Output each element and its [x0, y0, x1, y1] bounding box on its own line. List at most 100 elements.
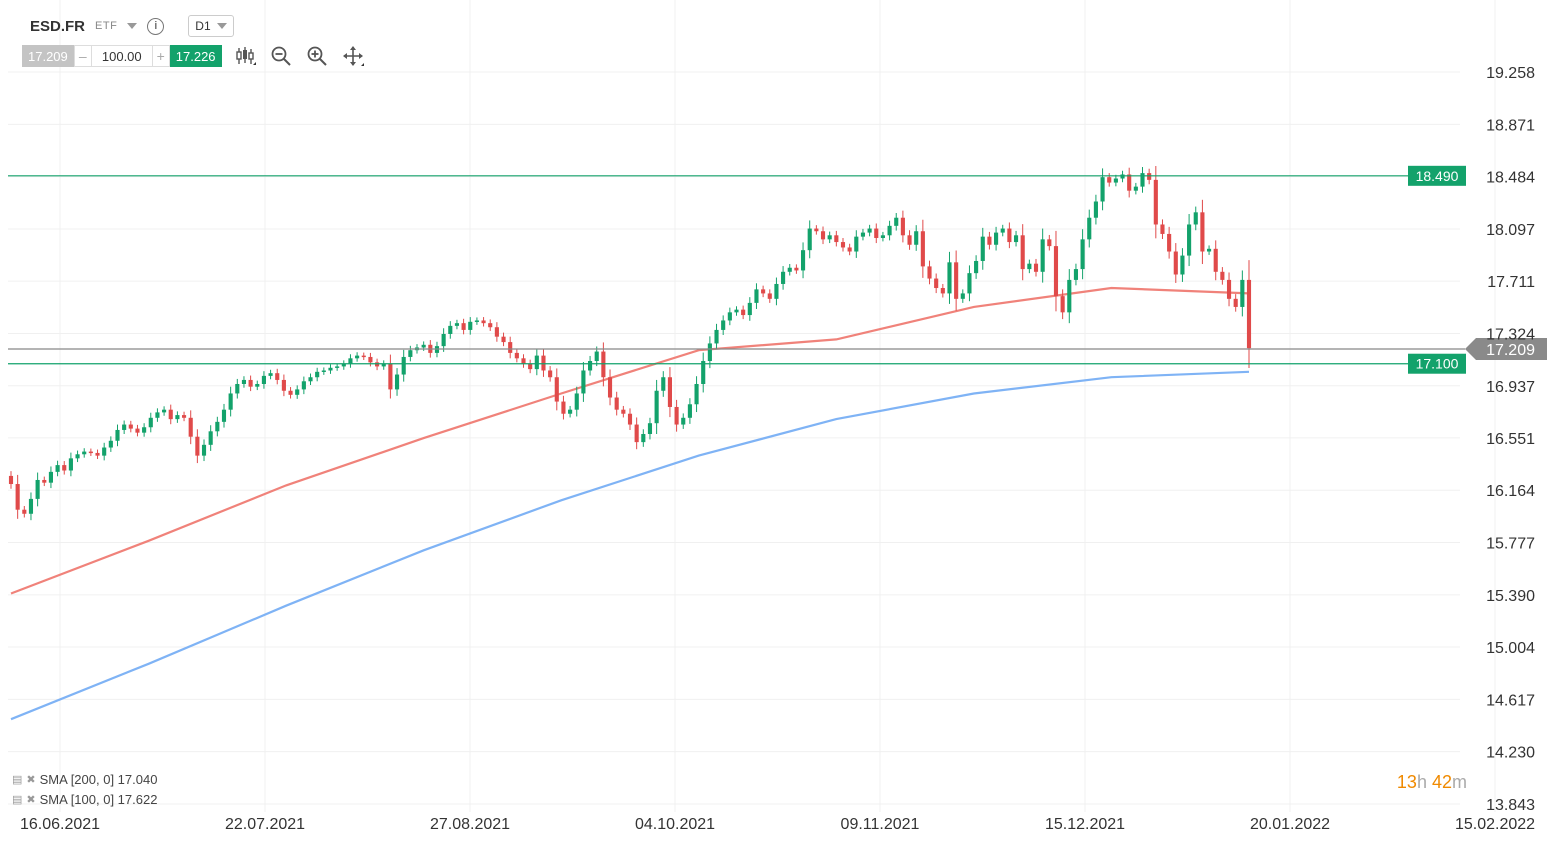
candle [275, 368, 280, 385]
buy-price-button[interactable]: 17.226 [169, 45, 222, 67]
candle [35, 472, 40, 507]
candle [468, 317, 473, 335]
candle-countdown: 13h 42m [1397, 772, 1467, 793]
candle [1133, 182, 1138, 195]
candle [1007, 222, 1012, 249]
candle [228, 386, 233, 417]
horizontal-levels[interactable]: 18.490 17.100 17.209 [8, 165, 1547, 374]
candle [188, 410, 193, 445]
candle [295, 385, 300, 399]
candle [248, 375, 253, 392]
candle [208, 425, 213, 451]
candle [641, 429, 646, 447]
candle [448, 321, 453, 339]
candle [8, 471, 14, 489]
candle [162, 406, 167, 416]
candle [454, 319, 460, 330]
y-tick-label: 18.871 [1486, 117, 1535, 134]
candle [528, 359, 533, 374]
candle [674, 399, 679, 432]
legend-sma200[interactable]: ▤ ✖ SMA [200, 0] 17.040 [12, 772, 157, 787]
candle [561, 395, 566, 420]
y-tick-label: 17.324 [1486, 326, 1535, 343]
candle [521, 354, 526, 368]
chevron-down-icon[interactable] [127, 23, 138, 29]
candle [355, 352, 360, 362]
quantity-increase-button[interactable]: + [151, 45, 170, 67]
candle [627, 408, 633, 430]
candle [115, 424, 120, 447]
candle [594, 346, 599, 367]
candle [494, 322, 499, 342]
candle [361, 352, 366, 361]
candle [860, 228, 866, 241]
candle [548, 366, 553, 382]
candle [315, 367, 320, 382]
candle [142, 423, 147, 437]
candle [1020, 224, 1025, 281]
legend-sma200-label: SMA [200, 0] 17.040 [39, 772, 158, 787]
candle [235, 378, 240, 399]
level-tag-label: 18.490 [1416, 168, 1459, 184]
sell-price-button[interactable]: 17.209 [22, 45, 74, 67]
candle [1200, 199, 1205, 265]
quantity-decrease-button[interactable]: – [73, 45, 92, 67]
sma200-line [10, 370, 1250, 721]
candle [1100, 168, 1105, 211]
legend-sma100[interactable]: ▤ ✖ SMA [100, 0] 17.622 [12, 792, 157, 807]
candle [1000, 224, 1005, 237]
candle [474, 317, 479, 325]
candle [408, 345, 413, 362]
move-icon[interactable] [342, 45, 364, 67]
candle [1246, 260, 1252, 368]
candle [840, 238, 846, 252]
candle [960, 289, 965, 303]
candle [22, 505, 27, 518]
candle [308, 373, 313, 386]
info-icon[interactable]: i [147, 17, 165, 35]
candlestick-icon[interactable] [234, 45, 256, 67]
level-tag[interactable] [1408, 165, 1466, 186]
price-tag-label: 17.209 [1486, 342, 1535, 359]
zoom-in-icon[interactable] [306, 45, 328, 67]
timeframe-select[interactable]: D1 [188, 15, 235, 37]
x-tick-label: 15.02.2022 [1455, 816, 1535, 833]
zoom-out-icon[interactable] [270, 45, 292, 67]
candle [215, 416, 220, 437]
candle [1060, 289, 1065, 320]
candle [787, 264, 792, 276]
candle [1033, 258, 1039, 277]
candle [807, 220, 812, 259]
candle [321, 367, 326, 375]
candle [95, 449, 100, 460]
candle [667, 367, 672, 418]
settings-icon[interactable]: ▤ [12, 774, 23, 786]
candle [1073, 263, 1079, 286]
close-icon[interactable]: ✖ [26, 774, 36, 786]
quantity-field[interactable]: 100.00 [91, 45, 152, 67]
candle [601, 342, 606, 387]
symbol-name[interactable]: ESD.FR [30, 17, 86, 35]
candle [201, 439, 207, 462]
candle [1160, 219, 1165, 240]
candle [767, 289, 772, 303]
level-tag[interactable] [1408, 353, 1466, 374]
timer-hours-unit: h [1416, 772, 1427, 792]
candle [974, 255, 979, 279]
candle [734, 306, 739, 316]
candle [568, 405, 573, 418]
sma100-line [10, 286, 1250, 595]
candle [940, 283, 945, 298]
timer-minutes: 42 [1431, 772, 1452, 792]
candle [541, 349, 546, 377]
candle [614, 391, 619, 416]
close-icon[interactable]: ✖ [26, 794, 36, 806]
candle [621, 405, 626, 418]
y-tick-label: 18.097 [1486, 222, 1535, 239]
candle [281, 374, 286, 397]
settings-icon[interactable]: ▤ [12, 794, 23, 806]
candle [501, 332, 506, 347]
candle [967, 265, 972, 302]
candle [381, 360, 386, 370]
